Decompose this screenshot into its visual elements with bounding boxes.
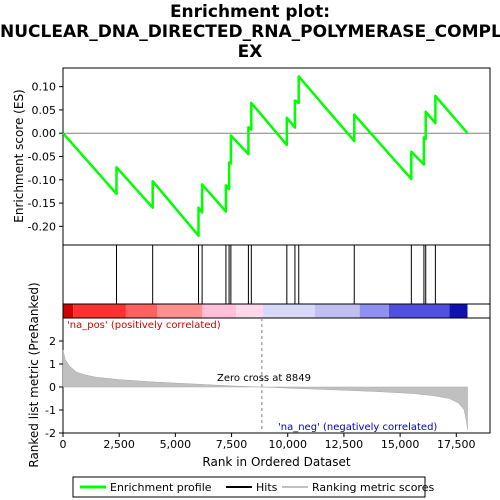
colorbar-segment [73,304,126,318]
colorbar-segment [449,304,468,318]
colorbar-segment [202,304,237,318]
rank-plot-frame [62,317,491,434]
es-ytick-label: -0.20 [28,220,56,233]
colorbar-segment [388,304,450,318]
rank-axis-label: Ranked list metric (PreRanked) [27,282,41,467]
rank-xtick-label: 7,500 [216,438,248,451]
rank-ytick-label: -1 [45,404,56,417]
rank-ytick-label: 0 [49,381,56,394]
es-ytick-label: 0.00 [32,127,57,140]
legend: Enrichment profile Hits Ranking metric sco… [72,476,434,498]
es-plot-frame [62,67,491,246]
positive-correlation-label: 'na_pos' (positively correlated) [67,320,221,331]
colorbar-segment [314,304,360,318]
title-line-2: NUCLEAR_DNA_DIRECTED_RNA_POLYMERASE_COMP… [0,22,500,42]
rank-ytick-label: -2 [45,427,56,440]
colorbar-segment [263,304,315,318]
rank-xtick-label: 15,000 [381,438,420,451]
enrichment-profile-line [62,75,469,237]
hits-frame [62,244,491,305]
colorbar-segment [125,304,158,318]
colorbar-segment [359,304,389,318]
es-axis-label: Enrichment score (ES) [12,89,26,222]
rank-xtick-label: 17,500 [437,438,476,451]
rank-xtick-label: 2,500 [103,438,135,451]
ranking-metric-area [62,350,468,430]
es-ytick-label: -0.10 [28,174,56,187]
es-ytick-label: -0.15 [28,197,56,210]
hits-panel [62,244,491,319]
colorbar-segment [63,304,74,318]
rank-xtick-label: 0 [60,438,67,451]
colorbar-segment [236,304,264,318]
x-axis-label: Rank in Ordered Dataset [202,455,350,469]
rank-xtick-label: 5,000 [160,438,192,451]
es-ytick-label: 0.10 [32,81,57,94]
title-line-1: Enrichment plot: [169,2,331,22]
rank-xtick-label: 12,500 [325,438,364,451]
es-ytick-label: -0.05 [28,151,56,164]
ranked-metric-panel: Zero cross at 8849 'na_pos' (positively c… [27,282,491,469]
zero-cross-label: Zero cross at 8849 [217,373,311,384]
legend-enrichment-label: Enrichment profile [110,481,212,494]
negative-correlation-label: 'na_neg' (negatively correlated) [278,422,437,433]
chart-title: Enrichment plot: NUCLEAR_DNA_DIRECTED_RN… [0,2,500,62]
es-panel: -0.20 -0.15 -0.10 -0.05 0.00 0.05 0.10 Enrichme… [12,67,491,246]
rank-ytick-label: 2 [49,335,56,348]
es-ytick-label: 0.05 [32,104,57,117]
colorbar-segment [157,304,203,318]
title-line-3: EX [237,42,263,62]
legend-hits-label: Hits [256,481,278,494]
legend-metric-label: Ranking metric scores [312,481,434,494]
rank-xtick-label: 10,000 [268,438,307,451]
rank-ytick-label: 1 [49,358,56,371]
